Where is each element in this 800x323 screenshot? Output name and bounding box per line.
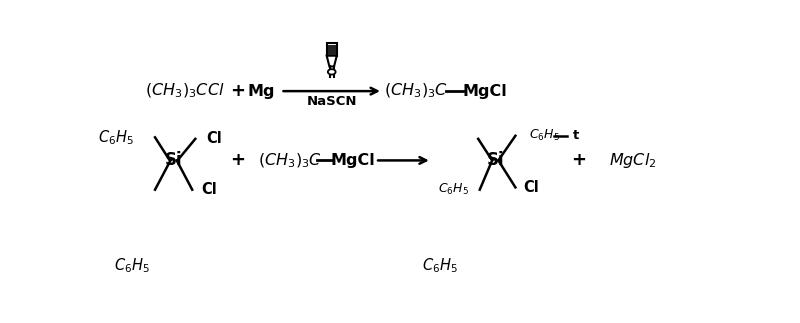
Text: Mg: Mg [247, 84, 275, 99]
Text: $(CH_3)_3CCl$: $(CH_3)_3CCl$ [146, 82, 225, 100]
Text: Cl: Cl [202, 182, 218, 197]
Text: NaSCN: NaSCN [306, 95, 357, 108]
Text: $C_6H_5$: $C_6H_5$ [98, 128, 134, 147]
Text: +: + [571, 151, 586, 170]
Ellipse shape [328, 69, 336, 75]
Text: $(CH_3)_3C$: $(CH_3)_3C$ [384, 82, 448, 100]
Bar [328, 45, 336, 55]
Text: $C_6H_5$: $C_6H_5$ [422, 256, 458, 275]
Text: $C_6H_5$: $C_6H_5$ [438, 182, 469, 197]
Bar [326, 43, 337, 56]
Text: +: + [230, 82, 246, 100]
Text: $(CH_3)_3C$: $(CH_3)_3C$ [258, 151, 322, 170]
Text: $C_6H_5$: $C_6H_5$ [530, 128, 560, 143]
Text: +: + [230, 151, 246, 170]
Text: $C_6H_5$: $C_6H_5$ [114, 256, 150, 275]
Text: Si: Si [165, 151, 182, 170]
Text: t: t [573, 129, 579, 142]
Text: Si: Si [486, 151, 504, 170]
Polygon shape [326, 56, 337, 67]
Text: MgCl: MgCl [462, 84, 506, 99]
Text: $MgCl_2$: $MgCl_2$ [610, 151, 657, 170]
Text: Cl: Cl [523, 180, 539, 195]
Text: Cl: Cl [206, 131, 222, 146]
Text: MgCl: MgCl [330, 153, 375, 168]
